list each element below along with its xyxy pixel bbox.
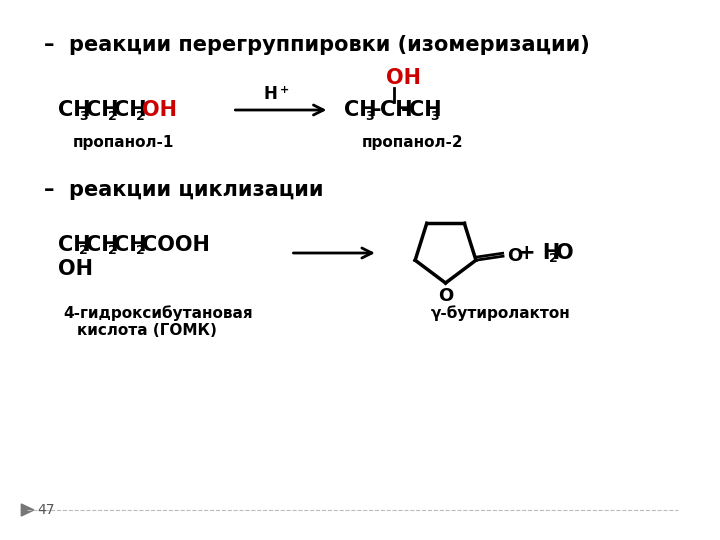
Text: 2: 2 [549, 253, 558, 266]
Polygon shape [22, 504, 34, 516]
Text: пропанол-1: пропанол-1 [73, 134, 174, 150]
Text: 3: 3 [430, 110, 438, 123]
Text: O: O [556, 243, 574, 263]
Text: H: H [263, 85, 277, 103]
Text: O: O [507, 247, 522, 265]
Text: 4-гидроксибутановая: 4-гидроксибутановая [63, 305, 253, 321]
Text: –: – [371, 100, 382, 120]
Text: 2: 2 [107, 245, 116, 258]
Text: CH: CH [114, 100, 147, 120]
Text: CH: CH [58, 235, 91, 255]
Text: 47: 47 [37, 503, 55, 517]
Text: +: + [280, 85, 289, 95]
Text: CH: CH [379, 100, 413, 120]
Text: γ-бутиролактон: γ-бутиролактон [431, 305, 571, 321]
Text: 2: 2 [107, 110, 116, 123]
Text: CH: CH [86, 235, 119, 255]
Text: кислота (ГОМК): кислота (ГОМК) [78, 323, 217, 338]
Text: 2: 2 [135, 245, 144, 258]
Text: CH: CH [86, 100, 119, 120]
Text: 3: 3 [365, 110, 374, 123]
Text: OH: OH [143, 100, 177, 120]
Text: CH: CH [58, 100, 91, 120]
Text: 2: 2 [79, 245, 88, 258]
Text: OH: OH [58, 259, 93, 279]
Text: OH: OH [387, 68, 421, 88]
Text: пропанол-2: пропанол-2 [361, 134, 463, 150]
Text: COOH: COOH [143, 235, 210, 255]
Text: CH: CH [409, 100, 441, 120]
Text: 3: 3 [79, 110, 88, 123]
Text: –: – [401, 100, 412, 120]
Text: –  реакции циклизации: – реакции циклизации [44, 180, 323, 200]
Text: + H: + H [518, 243, 560, 263]
Text: –  реакции перегруппировки (изомеризации): – реакции перегруппировки (изомеризации) [44, 35, 590, 55]
Text: CH: CH [344, 100, 377, 120]
Text: O: O [438, 287, 453, 305]
Text: CH: CH [114, 235, 147, 255]
Text: 2: 2 [135, 110, 144, 123]
